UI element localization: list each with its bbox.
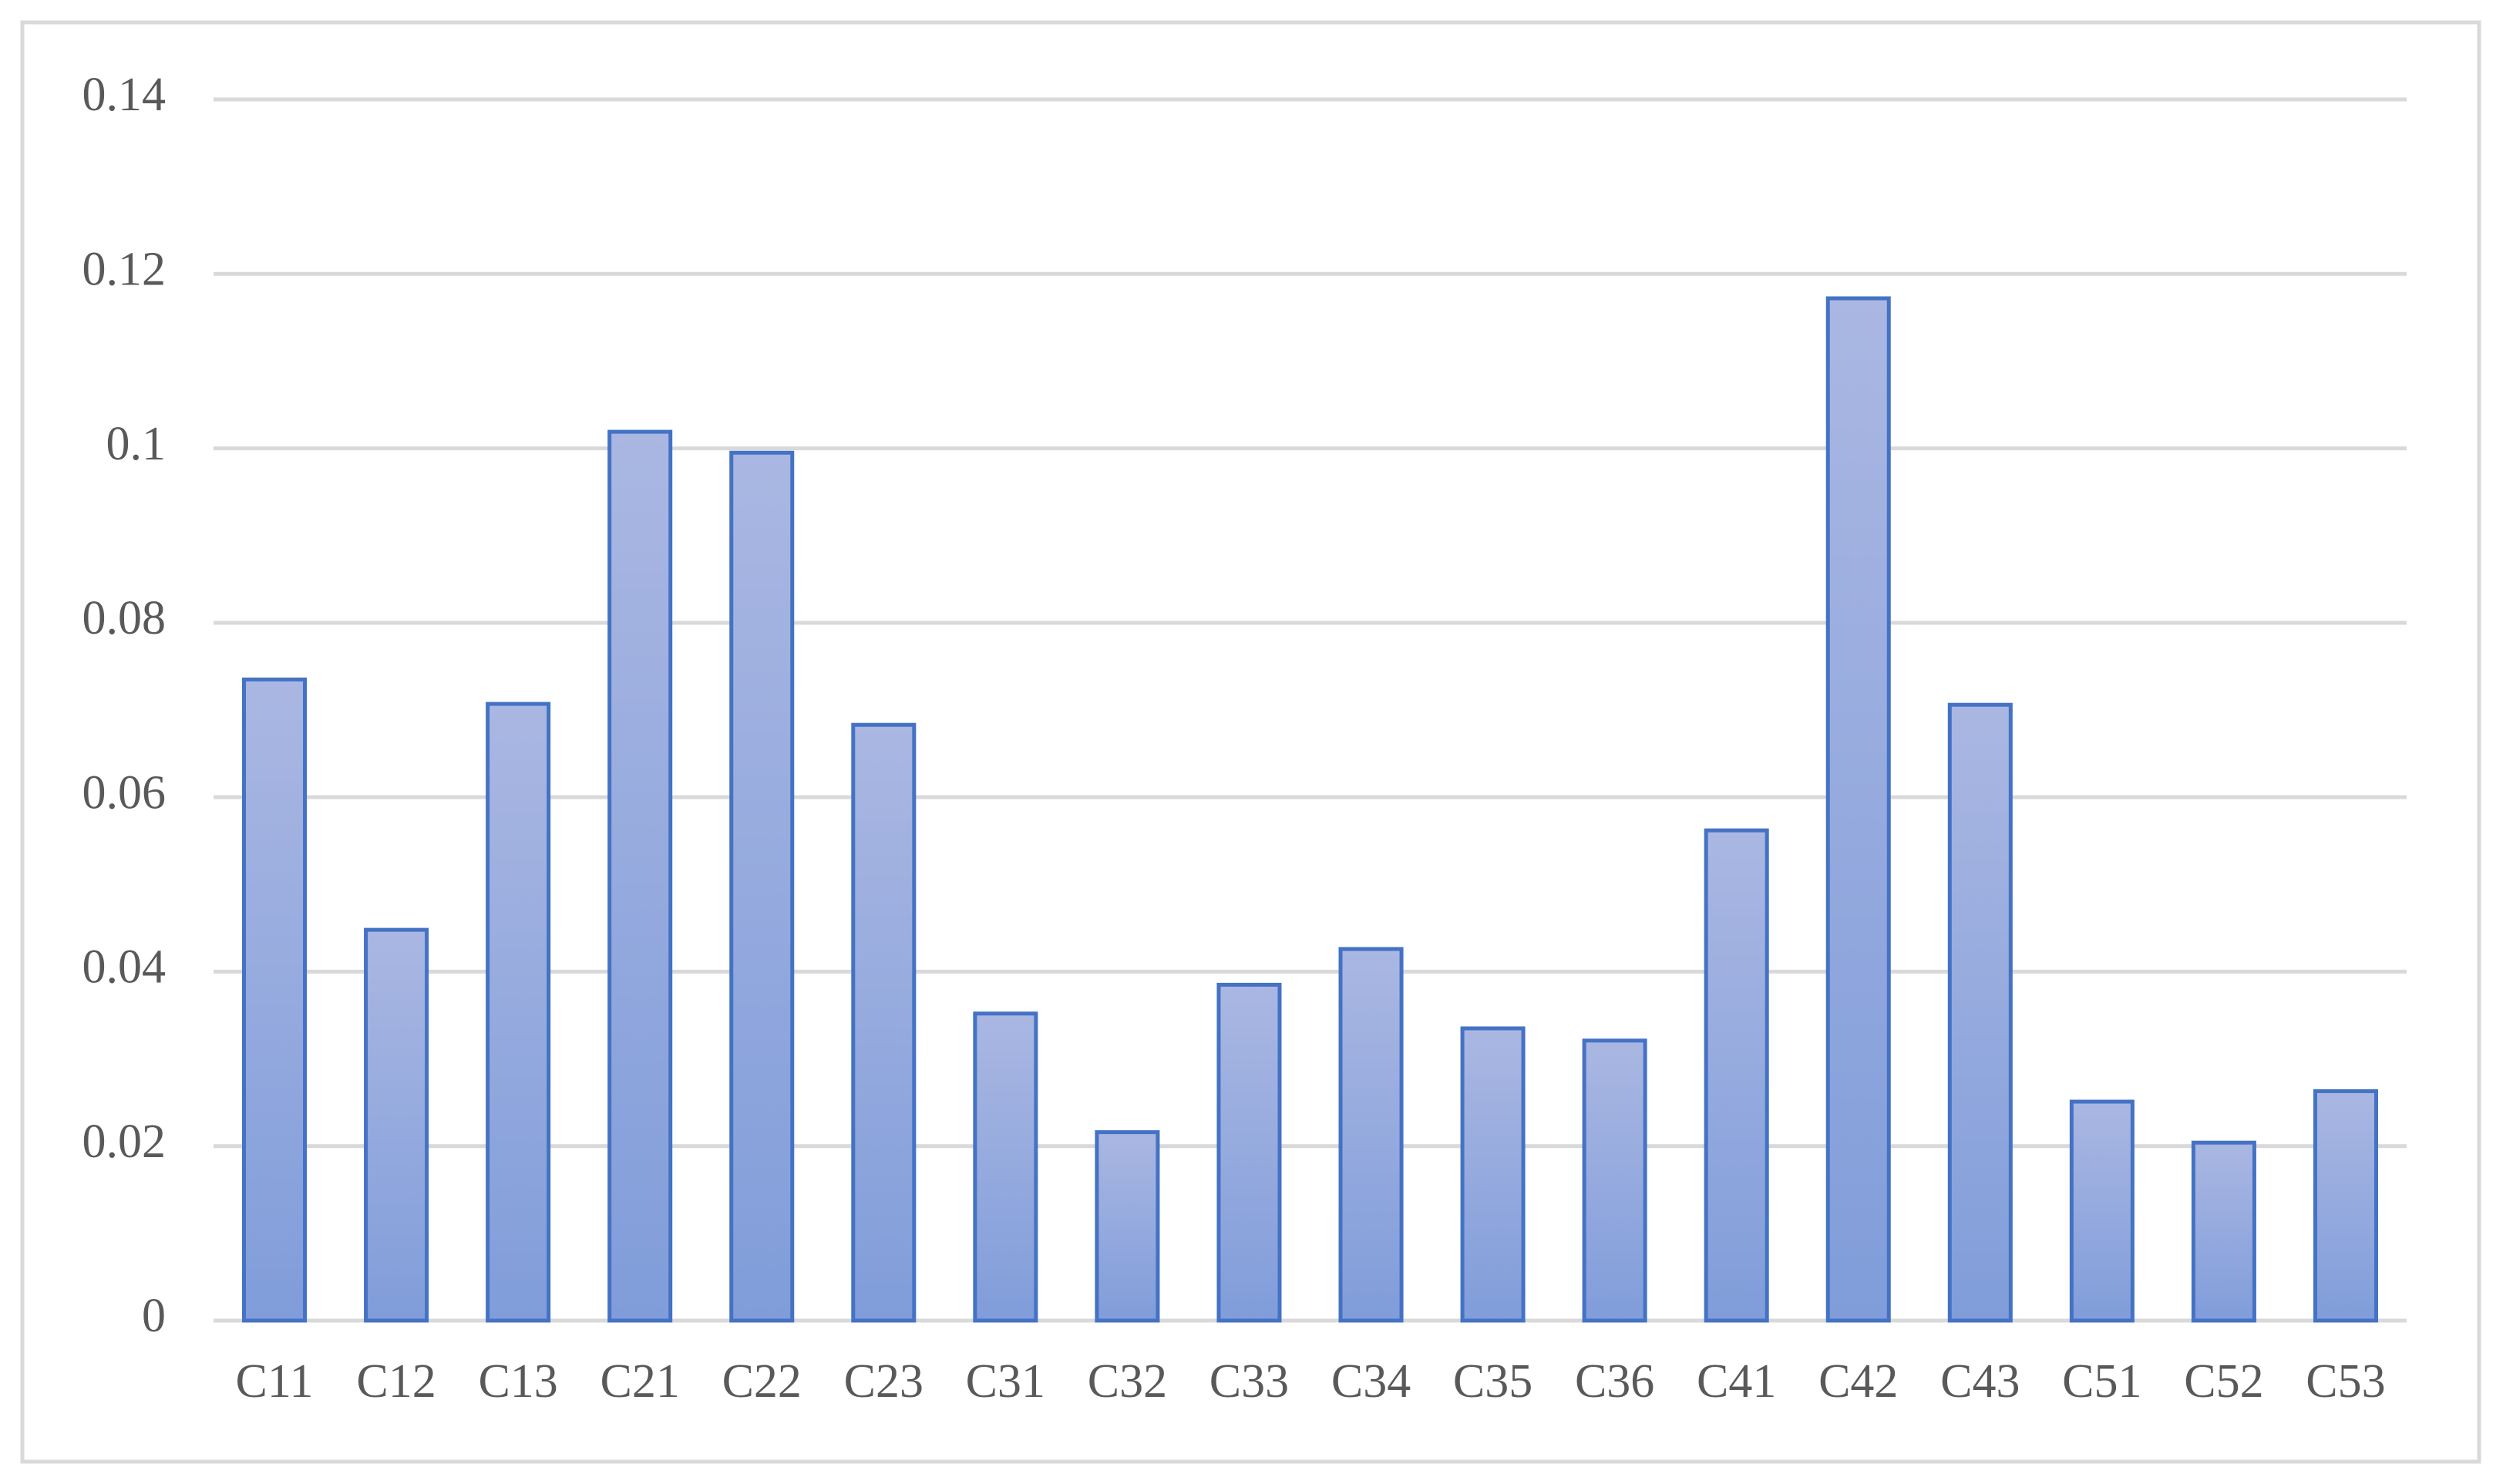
bar — [973, 1011, 1038, 1323]
bar — [1460, 1026, 1526, 1323]
x-tick-label: C35 — [1453, 1355, 1532, 1408]
bar — [1582, 1038, 1647, 1323]
x-tick-label: C11 — [235, 1355, 313, 1408]
bar — [2191, 1140, 2256, 1323]
bar — [486, 702, 551, 1323]
x-tick-label: C31 — [966, 1355, 1045, 1408]
y-tick-label: 0.08 — [82, 592, 167, 644]
x-tick-label: C36 — [1575, 1355, 1654, 1408]
bar — [1216, 982, 1282, 1323]
x-tick-label: C12 — [356, 1355, 436, 1408]
x-tick-label: C21 — [601, 1355, 680, 1408]
x-tick-label: C22 — [722, 1355, 802, 1408]
bar — [851, 722, 917, 1323]
x-tick-label: C43 — [1940, 1355, 2020, 1408]
y-tick-label: 0.04 — [82, 941, 167, 994]
y-tick-label: 0.14 — [82, 69, 167, 121]
x-tick-label: C41 — [1697, 1355, 1776, 1408]
y-tick-label: 0 — [142, 1290, 166, 1342]
x-tick-label: C23 — [844, 1355, 923, 1408]
x-tick-label: C32 — [1088, 1355, 1167, 1408]
y-tick-label: 0.02 — [82, 1116, 167, 1168]
y-tick-label: 0.12 — [82, 244, 167, 296]
bar — [607, 429, 673, 1323]
x-tick-label: C52 — [2184, 1355, 2263, 1408]
bar — [1095, 1130, 1160, 1323]
x-tick-label: C34 — [1331, 1355, 1411, 1408]
bar — [1947, 702, 2013, 1323]
bar — [242, 677, 308, 1323]
x-tick-label: C53 — [2306, 1355, 2385, 1408]
bar — [2313, 1089, 2378, 1323]
x-tick-label: C33 — [1209, 1355, 1289, 1408]
bar — [729, 450, 795, 1323]
bar — [1704, 828, 1769, 1323]
bar — [2069, 1099, 2135, 1323]
x-tick-label: C42 — [1818, 1355, 1898, 1408]
y-tick-label: 0.1 — [106, 418, 167, 470]
bar — [1338, 947, 1404, 1323]
bar — [1825, 296, 1891, 1323]
x-tick-label: C51 — [2062, 1355, 2141, 1408]
y-tick-label: 0.06 — [82, 766, 167, 819]
bar — [364, 927, 429, 1323]
x-tick-label: C13 — [478, 1355, 557, 1408]
